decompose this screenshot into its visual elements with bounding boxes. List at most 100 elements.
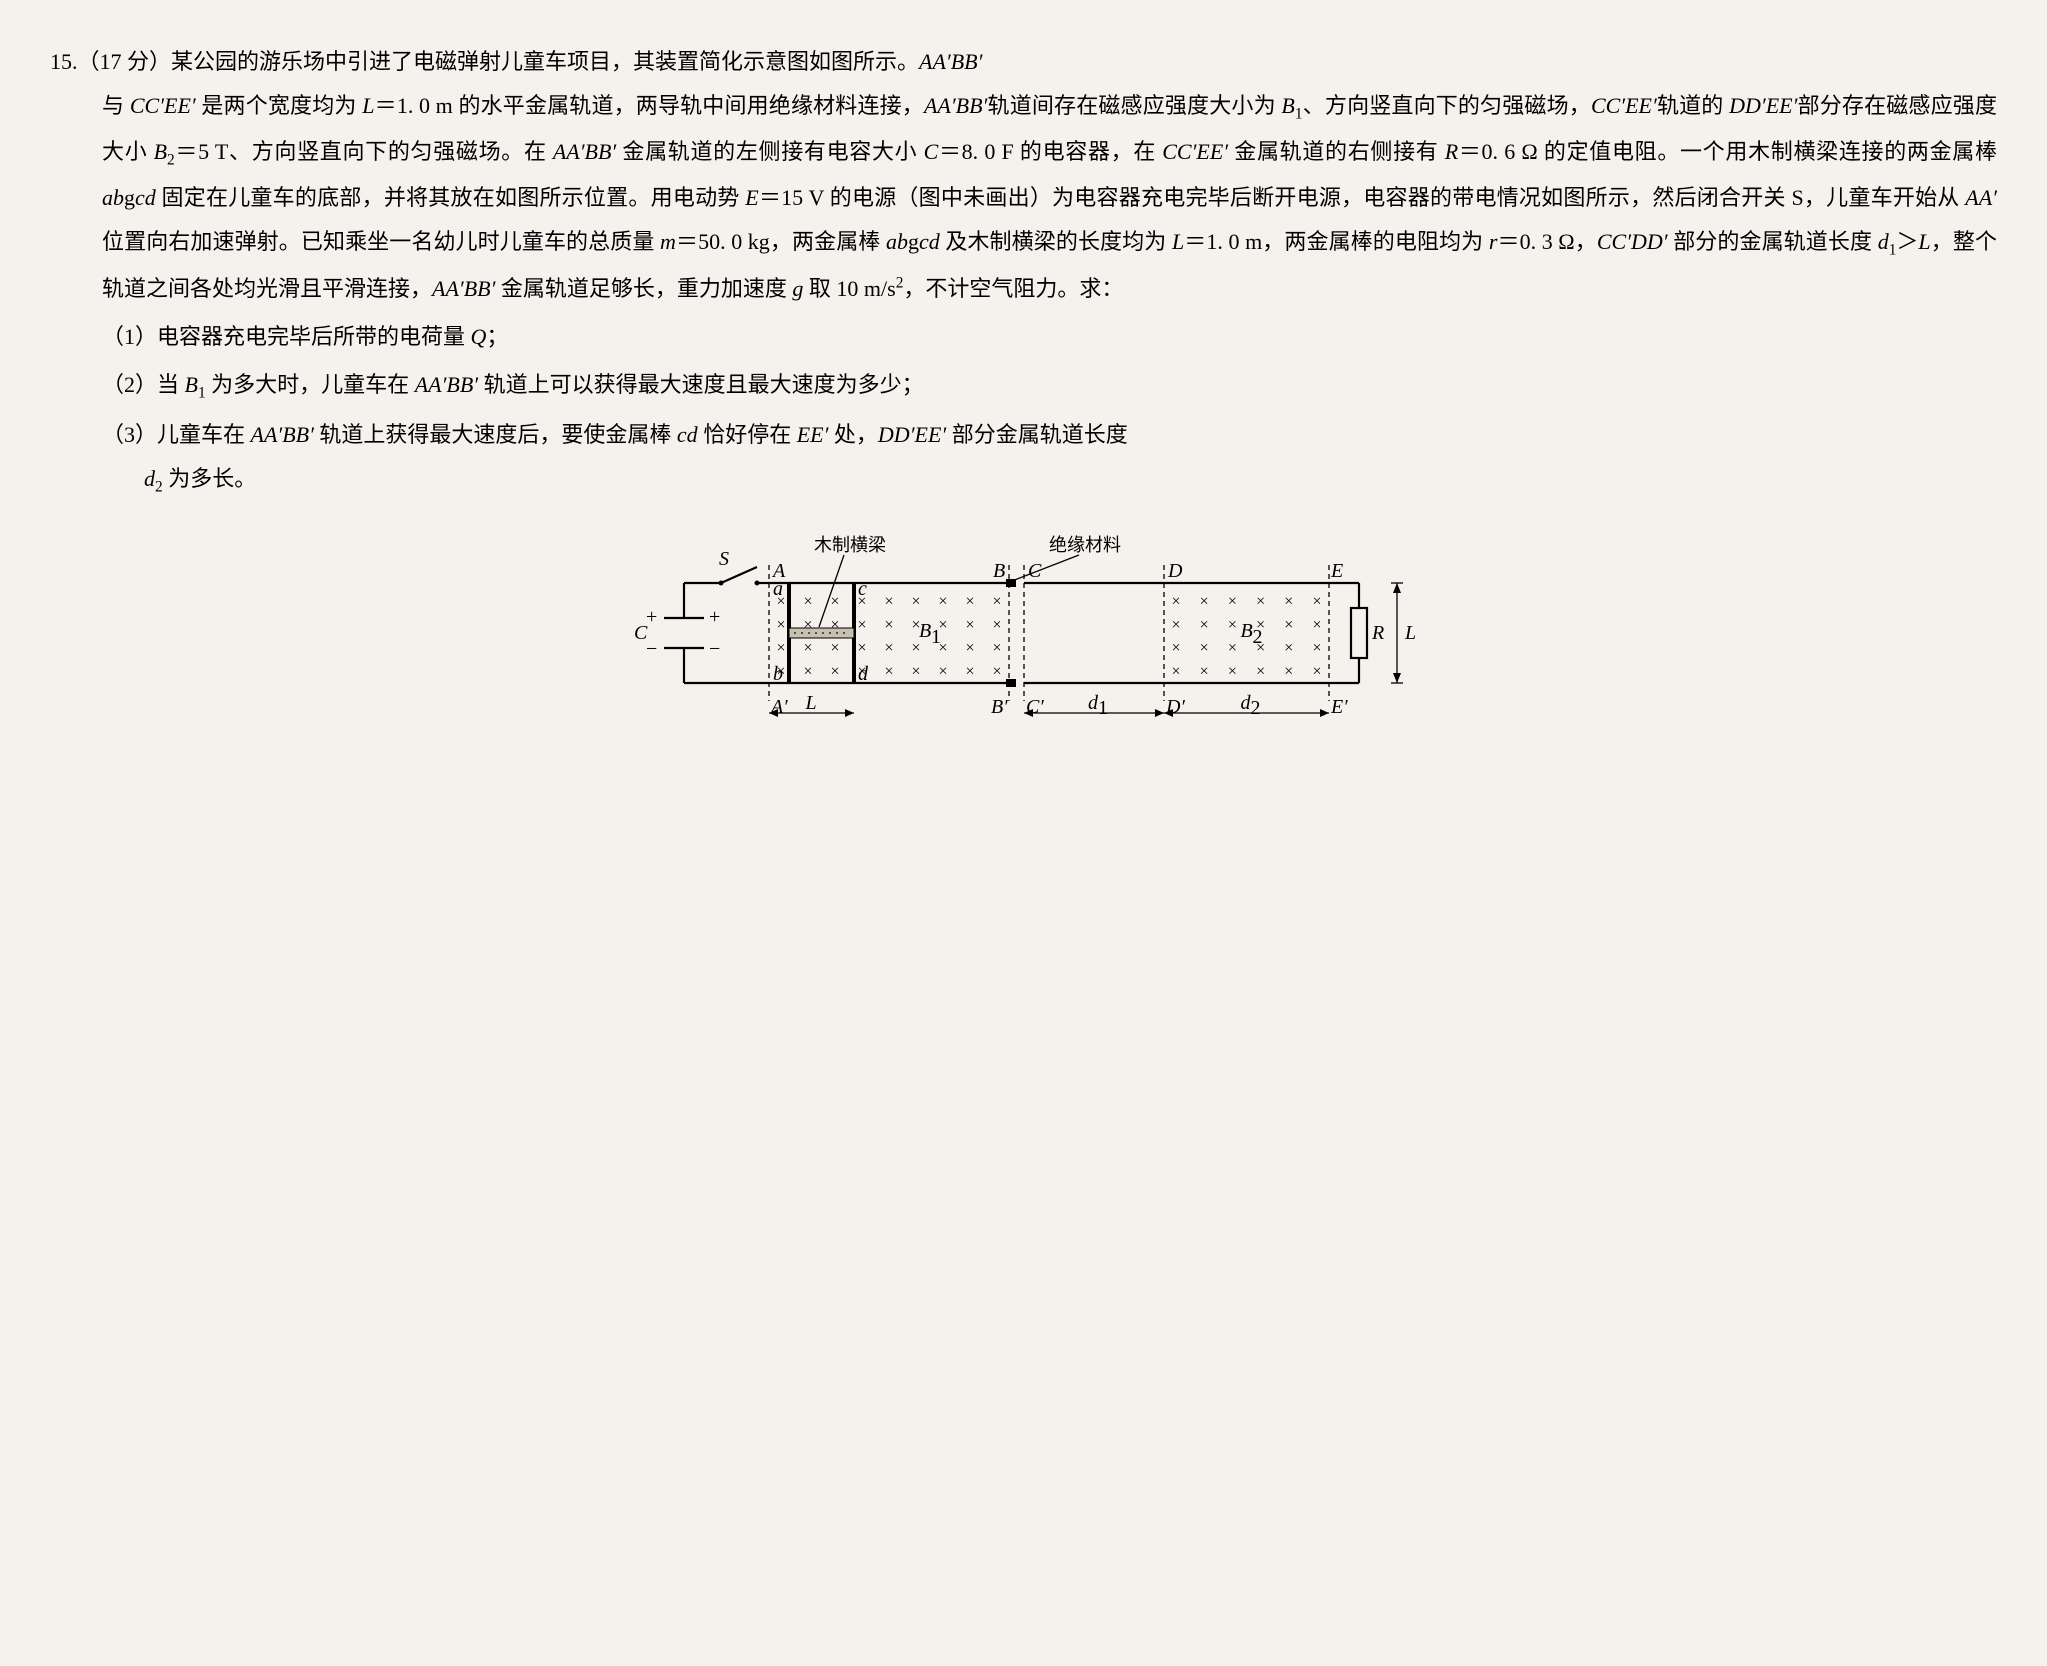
svg-text:×: × <box>1199 616 1208 633</box>
t-CCEE-3: CC′EE′ <box>1162 139 1228 164</box>
svg-text:×: × <box>803 593 812 610</box>
svg-text:×: × <box>992 640 1001 657</box>
svg-text:A′: A′ <box>769 696 788 718</box>
t-cd-2: cd <box>919 229 940 254</box>
svg-text:×: × <box>1227 663 1236 680</box>
svg-text:B: B <box>919 620 931 642</box>
svg-text:×: × <box>1256 663 1265 680</box>
q3-EE: EE′ <box>797 422 829 447</box>
svg-text:+: + <box>709 606 720 628</box>
svg-text:×: × <box>911 593 920 610</box>
t-p2r2: 金属轨道足够长，重力加速度 <box>495 276 792 301</box>
q3-f: 为多长。 <box>163 466 257 491</box>
svg-text:×: × <box>938 593 947 610</box>
svg-text:×: × <box>1199 663 1208 680</box>
question-3: （3）儿童车在 AA′BB′ 轨道上获得最大速度后，要使金属棒 cd 恰好停在 … <box>102 413 1997 457</box>
svg-text:+: + <box>646 606 657 628</box>
circuit-diagram: ++−−CSRLABCDEA′B′C′D′E′×××××××××××××××××… <box>629 523 1419 768</box>
t-p1c: 是两个宽度均为 <box>196 93 363 118</box>
t-g: g <box>792 276 803 301</box>
svg-text:×: × <box>857 640 866 657</box>
svg-text:×: × <box>1171 616 1180 633</box>
t-p2h: 固定在儿童车的底部，并将其放在如图所示位置。用电动势 <box>156 185 746 210</box>
svg-text:×: × <box>1312 663 1321 680</box>
q1-text: （1）电容器充电完毕后所带的电荷量 <box>102 324 471 349</box>
t-B2-sub: 2 <box>167 152 175 169</box>
t-p2d: ＝8. 0 F 的电容器，在 <box>938 139 1162 164</box>
diagram-container: ++−−CSRLABCDEA′B′C′D′E′×××××××××××××××××… <box>50 523 1997 768</box>
t-p2b: ＝5 T、方向竖直向下的匀强磁场。在 <box>175 139 553 164</box>
svg-text:B: B <box>993 560 1005 582</box>
t-p1d: ＝1. 0 m 的水平金属轨道，两导轨中间用绝缘材料连接， <box>374 93 924 118</box>
svg-text:×: × <box>1171 640 1180 657</box>
svg-text:木制横梁: 木制横梁 <box>814 535 886 555</box>
t-AA: AA′ <box>1965 185 1997 210</box>
svg-text:×: × <box>1312 640 1321 657</box>
svg-text:c: c <box>858 578 867 600</box>
t-p2t: ，不计空气阻力。求： <box>903 276 1123 301</box>
svg-text:×: × <box>992 593 1001 610</box>
svg-text:×: × <box>938 663 947 680</box>
q2-a: （2）当 <box>102 372 185 397</box>
t-ab-2: ab <box>886 229 908 254</box>
svg-text:2: 2 <box>1252 626 1262 648</box>
svg-text:×: × <box>992 616 1001 633</box>
t-R: R <box>1445 139 1458 164</box>
t-L-3: L <box>1918 229 1930 254</box>
svg-text:×: × <box>992 663 1001 680</box>
svg-text:×: × <box>1199 593 1208 610</box>
svg-text:×: × <box>965 663 974 680</box>
question-1: （1）电容器充电完毕后所带的电荷量 Q； <box>102 315 1997 359</box>
t-m: m <box>660 229 676 254</box>
svg-text:E′: E′ <box>1330 696 1348 718</box>
t-p2g: g <box>124 185 135 210</box>
svg-text:×: × <box>911 640 920 657</box>
svg-text:a: a <box>773 578 783 600</box>
svg-text:×: × <box>1227 593 1236 610</box>
problem-body: 与 CC′EE′ 是两个宽度均为 L ＝1. 0 m 的水平金属轨道，两导轨中间用… <box>50 84 1997 503</box>
svg-text:B: B <box>1240 620 1252 642</box>
q3-b: 轨道上获得最大速度后，要使金属棒 <box>314 422 677 447</box>
t-p1e: 轨道间存在磁感应强度大小为 <box>987 93 1281 118</box>
q2-AABB: AA′BB′ <box>415 372 478 397</box>
q2-b: 为多大时，儿童车在 <box>206 372 415 397</box>
svg-text:L: L <box>804 692 816 714</box>
q3-a: （3）儿童车在 <box>102 422 251 447</box>
t-p2m2: ＝1. 0 m，两金属棒的电阻均为 <box>1184 229 1489 254</box>
svg-text:×: × <box>1227 640 1236 657</box>
svg-text:×: × <box>884 616 893 633</box>
svg-text:绝缘材料: 绝缘材料 <box>1049 535 1121 555</box>
svg-text:×: × <box>776 616 785 633</box>
svg-text:×: × <box>884 640 893 657</box>
t-p1f: 、方向竖直向下的匀强磁场， <box>1303 93 1591 118</box>
svg-text:1: 1 <box>931 626 941 648</box>
svg-text:×: × <box>884 593 893 610</box>
svg-text:×: × <box>1171 663 1180 680</box>
t-p1b: 与 <box>102 93 130 118</box>
q3-DDEE: DD′EE′ <box>878 422 946 447</box>
svg-text:×: × <box>830 640 839 657</box>
svg-text:×: × <box>803 663 812 680</box>
svg-text:×: × <box>857 616 866 633</box>
svg-text:×: × <box>1256 593 1265 610</box>
t-DDEE: DD′EE′ <box>1729 93 1797 118</box>
t-AABB-1: AA′BB′ <box>919 49 982 74</box>
svg-text:×: × <box>1284 593 1293 610</box>
svg-text:×: × <box>965 616 974 633</box>
q2-B1-sub: 1 <box>198 384 206 401</box>
t-ab-1: ab <box>102 185 124 210</box>
t-p2i: ＝15 V 的电源（图中未画出）为电容器充电完毕后断开电源，电容器的带电情况如图… <box>759 185 1966 210</box>
t-CCEE-1: CC′EE′ <box>130 93 196 118</box>
t-AABB-4: AA′BB′ <box>432 276 495 301</box>
t-p2j: 位置向右加速弹射。已知乘坐一名幼儿时儿童车的总质量 <box>102 229 660 254</box>
svg-text:×: × <box>1199 640 1208 657</box>
svg-text:×: × <box>1312 593 1321 610</box>
t-B2: B <box>154 139 167 164</box>
q1-end: ； <box>486 324 508 349</box>
problem-number: 15. <box>50 49 78 74</box>
t-p1g: 轨道的 <box>1657 93 1729 118</box>
problem-points: （17 分） <box>78 49 172 74</box>
svg-text:2: 2 <box>1250 697 1260 719</box>
svg-text:E: E <box>1330 560 1343 582</box>
t-cd-1: cd <box>135 185 156 210</box>
